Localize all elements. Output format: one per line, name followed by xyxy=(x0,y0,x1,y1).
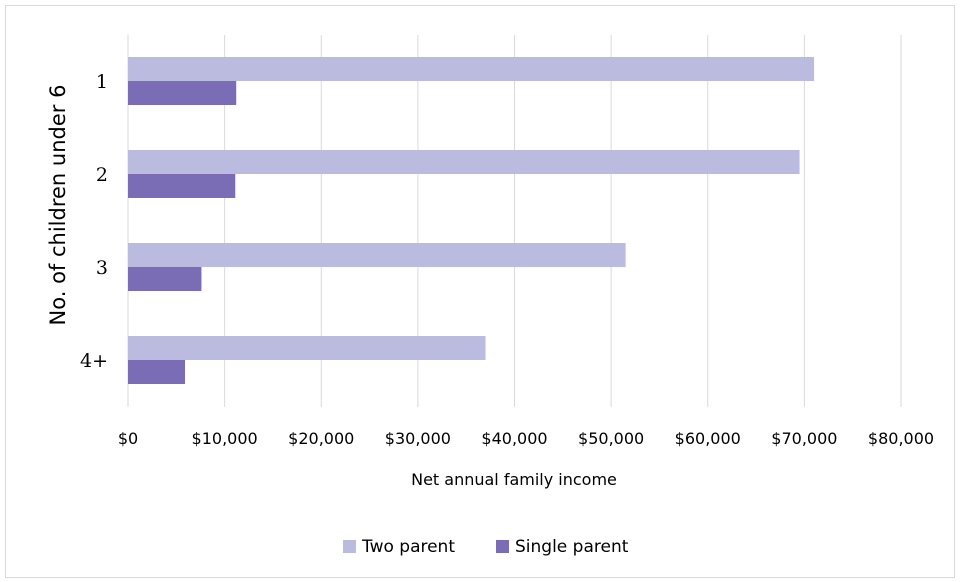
x-tick-label: $50,000 xyxy=(578,429,644,448)
bar-single-parent-1 xyxy=(128,81,237,105)
y-tick-label: 4+ xyxy=(80,350,108,372)
bar-two-parent-1 xyxy=(128,57,815,81)
bars-layer xyxy=(128,57,815,384)
legend: Two parent Single parent xyxy=(343,537,629,557)
bar-single-parent-2 xyxy=(128,174,236,198)
bar-two-parent-2 xyxy=(128,150,800,174)
legend-label-single-parent: Single parent xyxy=(515,537,629,557)
bar-two-parent-4 xyxy=(128,336,486,360)
x-tick-label: $10,000 xyxy=(192,429,258,448)
x-axis-title: Net annual family income xyxy=(411,470,617,489)
x-tick-label: $0 xyxy=(118,429,138,448)
y-axis-title: No. of children under 6 xyxy=(46,85,70,326)
x-tick-label: $40,000 xyxy=(481,429,547,448)
x-tick-label: $80,000 xyxy=(868,429,934,448)
y-tick-labels: 1 2 3 4+ xyxy=(80,71,108,372)
y-tick-label: 1 xyxy=(96,71,108,93)
x-tick-label: $60,000 xyxy=(675,429,741,448)
bar-two-parent-3 xyxy=(128,243,626,267)
x-tick-labels: $0 $10,000 $20,000 $30,000 $40,000 $50,000 $60… xyxy=(118,429,934,448)
legend-label-two-parent: Two parent xyxy=(361,537,455,557)
x-tick-label: $30,000 xyxy=(385,429,451,448)
legend-swatch-two-parent xyxy=(343,540,356,553)
bar-single-parent-3 xyxy=(128,267,202,291)
y-tick-label: 2 xyxy=(96,164,108,186)
bar-single-parent-4 xyxy=(128,360,186,384)
x-tick-label: $70,000 xyxy=(771,429,837,448)
legend-swatch-single-parent xyxy=(496,540,509,553)
x-tick-label: $20,000 xyxy=(288,429,354,448)
y-tick-label: 3 xyxy=(96,257,108,279)
